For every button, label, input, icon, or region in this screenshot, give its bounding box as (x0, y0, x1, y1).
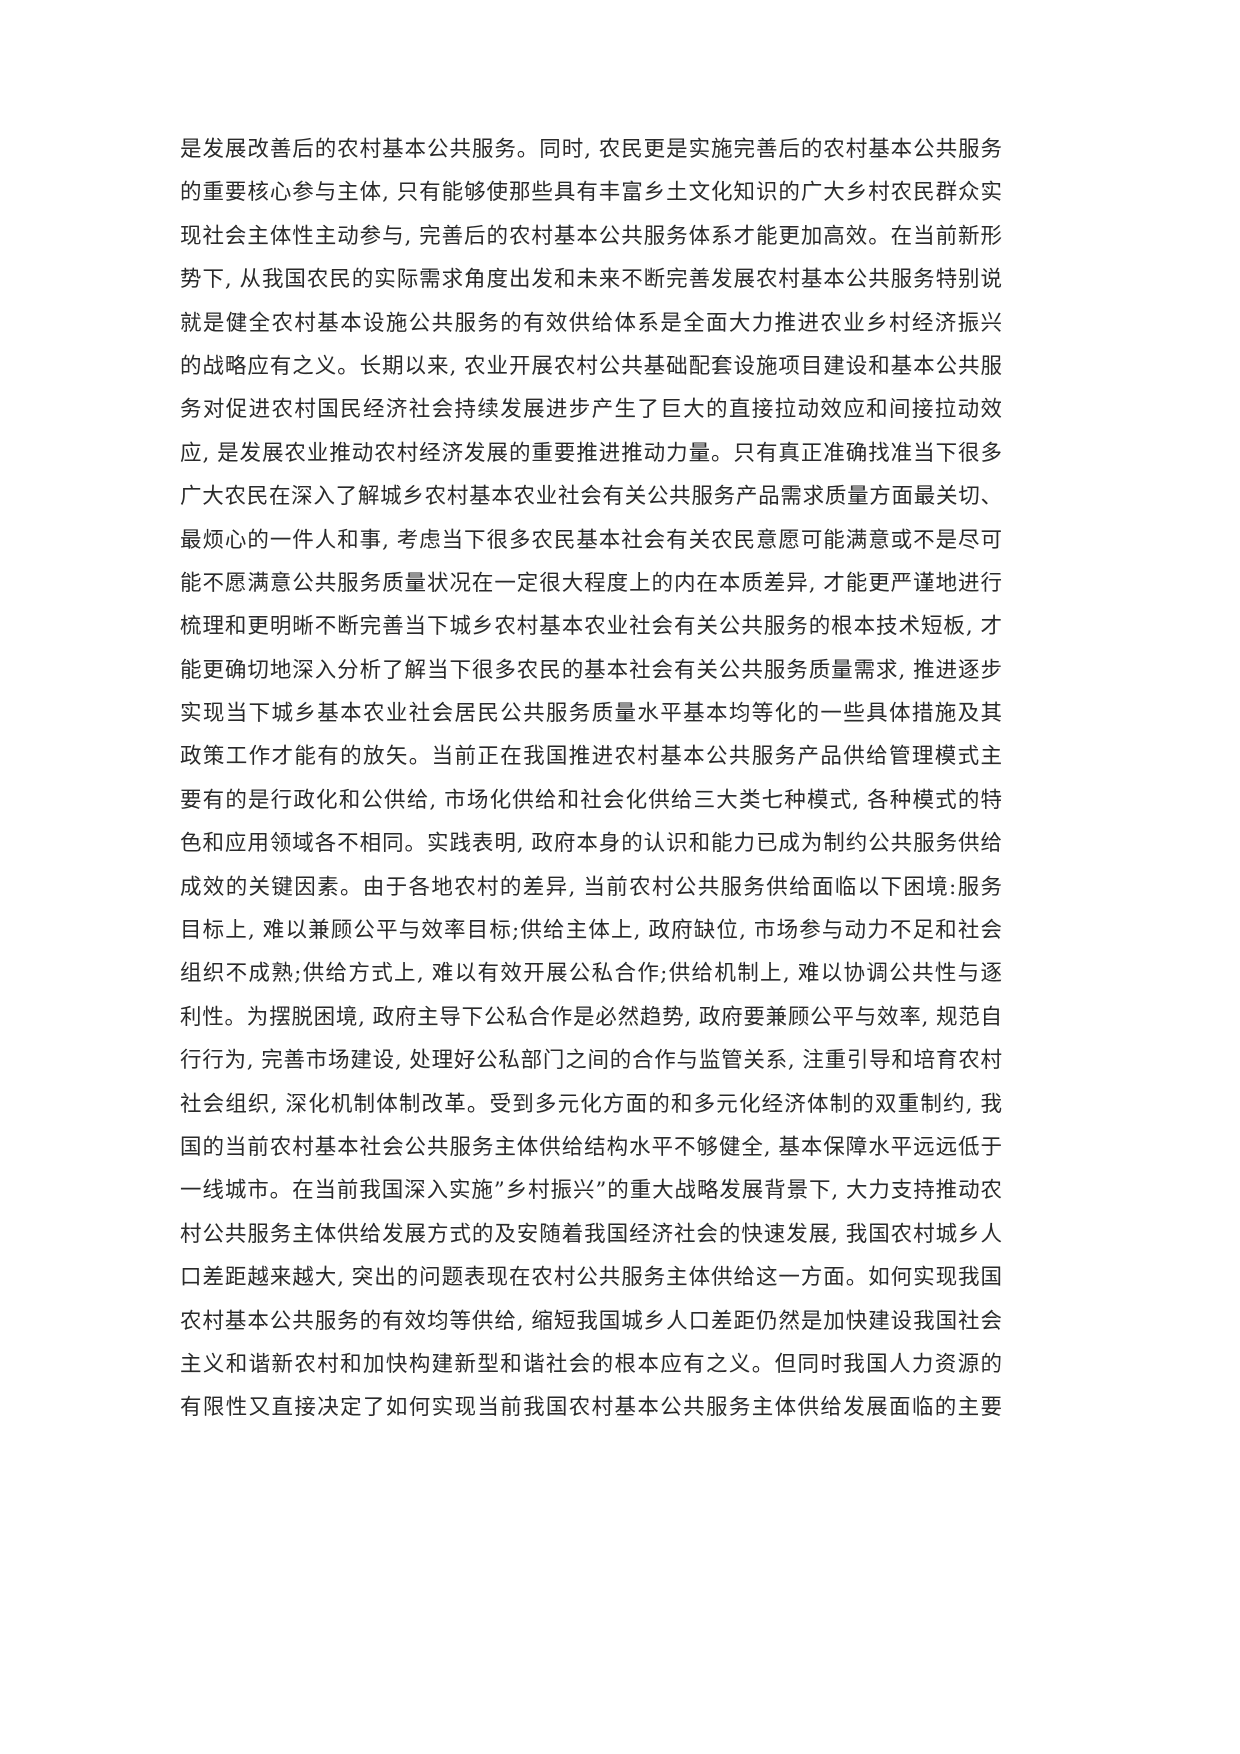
text-line: 社会组织, 深化机制体制改革。受到多元化方面的和多元化经济体制的双重制约, 我 (180, 1091, 1002, 1117)
text-line: 的战略应有之义。长期以来, 农业开展农村公共基础配套设施项目建设和基本公共服 (180, 353, 1002, 379)
body-text: 是发展改善后的农村基本公共服务。同时, 农民更是实施完善后的农村基本公共服务 的… (180, 128, 1002, 1430)
text-line: 是发展改善后的农村基本公共服务。同时, 农民更是实施完善后的农村基本公共服务 (180, 137, 1002, 162)
text-line: 现社会主体性主动参与, 完善后的农村基本公共服务体系才能更加高效。在当前新形 (180, 223, 1002, 249)
text-line: 务对促进农村国民经济社会持续发展进步产生了巨大的直接拉动效应和间接拉动效 (180, 397, 1002, 423)
text-line: 村公共服务主体供给发展方式的及安随着我国经济社会的快速发展, 我国农村城乡人 (180, 1221, 1002, 1247)
text-line: 有限性又直接决定了如何实现当前我国农村基本公共服务主体供给发展面临的主要 (180, 1395, 1002, 1421)
text-line: 应, 是发展农业推动农村经济发展的重要推进推动力量。只有真正准确找准当下很多 (180, 440, 1002, 466)
text-line: 目标上, 难以兼顾公平与效率目标;供给主体上, 政府缺位, 市场参与动力不足和社… (180, 918, 1002, 944)
text-line: 国的当前农村基本社会公共服务主体供给结构水平不够健全, 基本保障水平远远低于 (180, 1134, 1002, 1160)
text-line: 利性。为摆脱困境, 政府主导下公私合作是必然趋势, 政府要兼顾公平与效率, 规范… (180, 1004, 1002, 1030)
text-line: 一线城市。在当前我国深入实施”乡村振兴”的重大战略发展背景下, 大力支持推动农 (180, 1178, 1002, 1204)
text-line: 梳理和更明晰不断完善当下城乡农村基本农业社会有关公共服务的根本技术短板, 才 (180, 614, 1002, 640)
text-line: 要有的是行政化和公供给, 市场化供给和社会化供给三大类七种模式, 各种模式的特 (180, 787, 1002, 813)
text-line: 行行为, 完善市场建设, 处理好公私部门之间的合作与监管关系, 注重引导和培育农… (180, 1048, 1002, 1074)
text-line: 能不愿满意公共服务质量状况在一定很大程度上的内在本质差异, 才能更严谨地进行 (180, 570, 1002, 596)
text-line: 口差距越来越大, 突出的问题表现在农村公共服务主体供给这一方面。如何实现我国 (180, 1265, 1002, 1291)
text-line: 主义和谐新农村和加快构建新型和谐社会的根本应有之义。但同时我国人力资源的 (180, 1351, 1002, 1377)
text-line: 能更确切地深入分析了解当下很多农民的基本社会有关公共服务质量需求, 推进逐步 (180, 657, 1002, 683)
text-line: 组织不成熟;供给方式上, 难以有效开展公私合作;供给机制上, 难以协调公共性与逐 (180, 961, 1002, 987)
text-line: 广大农民在深入了解城乡农村基本农业社会有关公共服务产品需求质量方面最关切、 (180, 484, 1002, 510)
text-line: 最烦心的一件人和事, 考虑当下很多农民基本社会有关农民意愿可能满意或不是尽可 (180, 527, 1002, 553)
text-line: 成效的关键因素。由于各地农村的差异, 当前农村公共服务供给面临以下困境:服务 (180, 874, 1002, 900)
text-line: 的重要核心参与主体, 只有能够使那些具有丰富乡土文化知识的广大乡村农民群众实 (180, 180, 1002, 206)
text-line: 就是健全农村基本设施公共服务的有效供给体系是全面大力推进农业乡村经济振兴 (180, 310, 1002, 336)
text-line: 色和应用领域各不相同。实践表明, 政府本身的认识和能力已成为制约公共服务供给 (180, 831, 1002, 857)
text-line: 实现当下城乡基本农业社会居民公共服务质量水平基本均等化的一些具体措施及其 (180, 701, 1002, 727)
text-line: 势下, 从我国农民的实际需求角度出发和未来不断完善发展农村基本公共服务特别说 (180, 267, 1002, 293)
text-line: 农村基本公共服务的有效均等供给, 缩短我国城乡人口差距仍然是加快建设我国社会 (180, 1308, 1002, 1334)
text-line: 政策工作才能有的放矢。当前正在我国推进农村基本公共服务产品供给管理模式主 (180, 744, 1002, 770)
